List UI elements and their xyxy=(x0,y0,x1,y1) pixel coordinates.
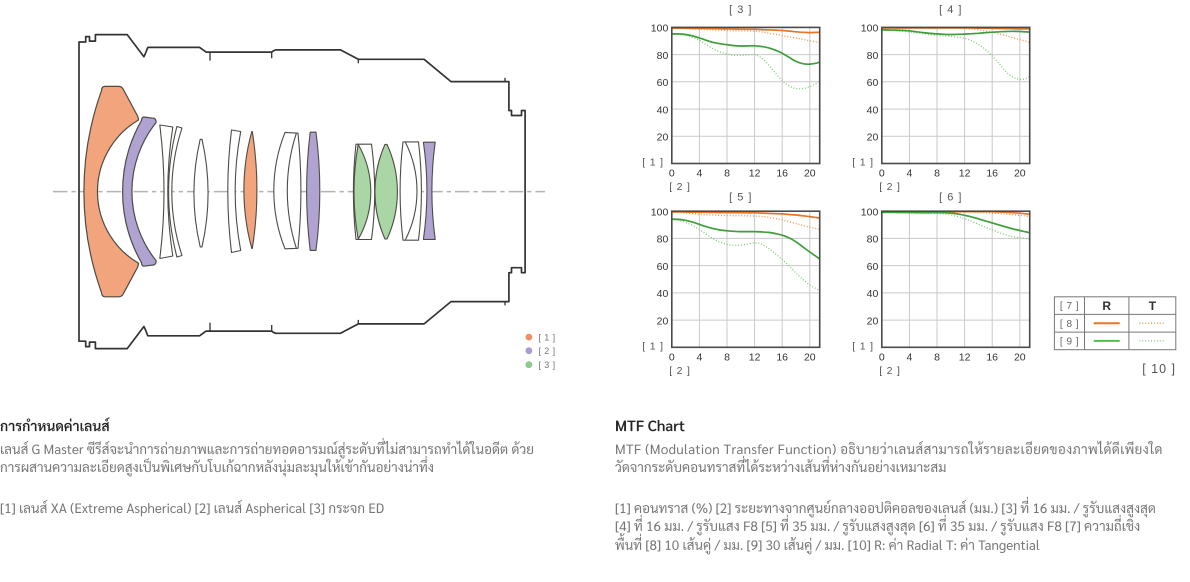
svg-text:8: 8 xyxy=(934,351,940,363)
svg-text:40: 40 xyxy=(657,104,669,116)
svg-text:[ 10 ]: [ 10 ] xyxy=(1142,362,1176,376)
svg-text:16: 16 xyxy=(986,351,998,363)
svg-text:16: 16 xyxy=(776,168,788,180)
svg-text:[ 4 ]: [ 4 ] xyxy=(939,4,962,16)
svg-text:12: 12 xyxy=(959,168,971,180)
svg-text:20: 20 xyxy=(867,315,879,327)
svg-text:8: 8 xyxy=(724,168,730,180)
svg-text:80: 80 xyxy=(867,50,879,62)
svg-text:20: 20 xyxy=(657,315,669,327)
svg-text:20: 20 xyxy=(804,351,816,363)
svg-text:[ 2 ]: [ 2 ] xyxy=(879,181,901,193)
svg-text:[ 8 ]: [ 8 ] xyxy=(1060,319,1079,330)
svg-text:40: 40 xyxy=(657,288,669,300)
svg-text:100: 100 xyxy=(861,23,879,35)
svg-text:0: 0 xyxy=(879,351,885,363)
svg-text:0: 0 xyxy=(669,351,675,363)
svg-text:[ 3 ]: [ 3 ] xyxy=(539,360,556,370)
svg-text:4: 4 xyxy=(696,168,702,180)
svg-text:20: 20 xyxy=(657,132,669,144)
svg-text:4: 4 xyxy=(906,351,912,363)
svg-text:[ 9 ]: [ 9 ] xyxy=(1060,336,1079,347)
svg-text:[ 7 ]: [ 7 ] xyxy=(1060,301,1079,312)
svg-text:60: 60 xyxy=(657,261,669,273)
svg-text:40: 40 xyxy=(867,288,879,300)
svg-text:T: T xyxy=(1149,299,1157,313)
svg-text:[ 1 ]: [ 1 ] xyxy=(642,157,664,169)
svg-text:[ 2 ]: [ 2 ] xyxy=(669,365,691,377)
svg-text:20: 20 xyxy=(804,168,816,180)
svg-text:[ 2 ]: [ 2 ] xyxy=(879,365,901,377)
svg-text:80: 80 xyxy=(867,234,879,246)
svg-text:[ 1 ]: [ 1 ] xyxy=(642,341,664,353)
svg-text:0: 0 xyxy=(669,168,675,180)
svg-text:[ 2 ]: [ 2 ] xyxy=(669,181,691,193)
svg-text:12: 12 xyxy=(749,168,761,180)
svg-text:20: 20 xyxy=(1014,351,1026,363)
svg-text:4: 4 xyxy=(696,351,702,363)
svg-text:8: 8 xyxy=(724,351,730,363)
svg-text:4: 4 xyxy=(906,168,912,180)
svg-text:[ 2 ]: [ 2 ] xyxy=(539,346,556,356)
svg-text:80: 80 xyxy=(657,234,669,246)
svg-text:[ 1 ]: [ 1 ] xyxy=(852,341,874,353)
svg-text:100: 100 xyxy=(861,206,879,218)
svg-text:60: 60 xyxy=(657,77,669,89)
svg-text:R: R xyxy=(1102,299,1111,313)
svg-text:8: 8 xyxy=(934,168,940,180)
svg-text:[ 1 ]: [ 1 ] xyxy=(852,157,874,169)
svg-text:40: 40 xyxy=(867,104,879,116)
svg-text:16: 16 xyxy=(986,168,998,180)
svg-text:60: 60 xyxy=(867,261,879,273)
svg-text:60: 60 xyxy=(867,77,879,89)
svg-text:80: 80 xyxy=(657,50,669,62)
svg-text:16: 16 xyxy=(776,351,788,363)
svg-text:[ 6 ]: [ 6 ] xyxy=(939,192,962,204)
svg-text:12: 12 xyxy=(959,351,971,363)
svg-text:20: 20 xyxy=(1014,168,1026,180)
svg-text:0: 0 xyxy=(879,168,885,180)
svg-text:100: 100 xyxy=(651,23,669,35)
svg-text:[ 5 ]: [ 5 ] xyxy=(729,192,752,204)
svg-text:12: 12 xyxy=(749,351,761,363)
svg-text:[ 3 ]: [ 3 ] xyxy=(729,4,752,16)
svg-text:20: 20 xyxy=(867,132,879,144)
svg-text:[ 1 ]: [ 1 ] xyxy=(539,332,556,342)
svg-text:100: 100 xyxy=(651,206,669,218)
